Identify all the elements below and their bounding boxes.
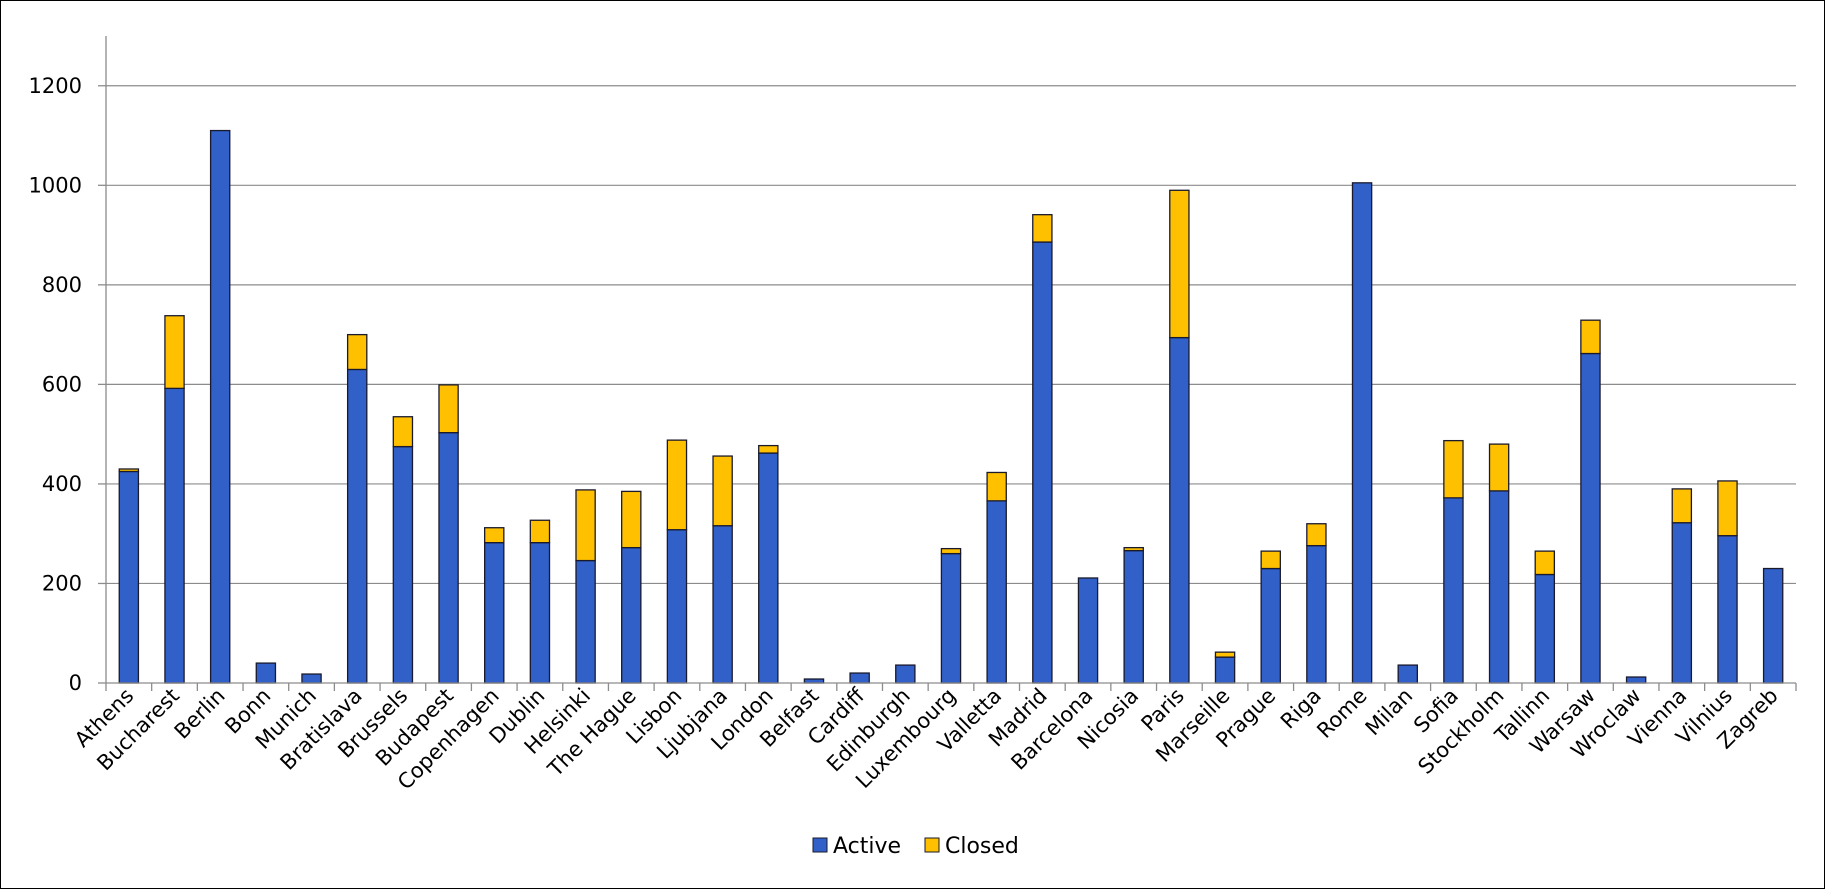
bar-active-paris [1169,336,1190,684]
bar-closed-marseille [1214,651,1236,658]
bar-closed-warsaw [1580,319,1601,355]
bar-closed-lisbon [666,439,688,531]
bar-closed-brussels [392,416,414,448]
y-tick-label: 400 [42,472,82,496]
bar-active-edinburgh [895,664,916,684]
x-tick-label: Milan [1361,684,1418,741]
x-tick-label: Berlin [170,684,230,744]
bar-closed-stockholm [1488,443,1510,492]
bar-closed-the-hague [621,490,642,549]
bar-closed-london [758,444,779,454]
bar-active-stockholm [1488,490,1510,684]
legend-swatch-closed [924,837,940,853]
bar-closed-helsinki [575,489,596,562]
bar-active-rome [1351,182,1373,684]
bar-active-cardiff [849,672,870,684]
y-tick-label: 1200 [29,74,82,98]
bar-active-bratislava [346,368,368,684]
bar-closed-sofia [1443,439,1464,499]
bar-active-london [758,452,779,684]
bar-closed-athens [118,468,140,473]
bar-active-warsaw [1580,352,1601,684]
bar-active-athens [118,470,140,684]
bar-active-valletta [986,500,1007,684]
bar-active-bonn [255,662,277,684]
x-tick-labels: AthensBucharestBerlinBonnMunichBratislav… [70,683,1783,794]
bar-active-sofia [1443,497,1464,684]
bar-active-the-hague [621,546,642,684]
bar-active-ljubjana [712,525,733,684]
bar-active-bucharest [164,387,185,684]
y-tick-labels: 0 200 400 600 800 1000 1200 [29,74,82,695]
legend: Active Closed [812,834,1019,859]
bar-active-riga [1306,544,1327,684]
axes [98,36,1797,691]
bar-closed-madrid [1032,214,1053,243]
bar-closed-dublin [529,519,551,544]
bar-active-lisbon [666,529,688,684]
bar-active-brussels [392,445,414,684]
bar-closed-budapest [438,384,459,434]
bar-active-berlin [209,129,231,684]
bar-active-luxembourg [940,552,962,684]
bar-closed-nicosia [1123,546,1144,552]
y-tick-label: 0 [69,671,82,695]
bar-active-milan [1397,664,1418,684]
bar-closed-paris [1169,189,1190,339]
bar-closed-vienna [1671,488,1693,524]
bar-active-wroclaw [1625,676,1647,684]
bar-closed-ljubjana [712,455,733,527]
bar-active-copenhagen [484,542,505,684]
legend-swatch-active [812,837,828,853]
y-tick-label: 200 [42,571,82,595]
bar-closed-bucharest [164,315,185,390]
bar-active-tallinn [1534,573,1556,684]
bar-closed-vilnius [1717,480,1738,537]
bar-active-munich [301,673,322,684]
bar-active-vilnius [1717,535,1738,684]
bar-active-dublin [529,542,551,684]
bar-active-zagreb [1762,567,1784,684]
bar-active-prague [1260,567,1281,684]
bar-closed-prague [1260,550,1281,570]
bar-closed-bratislava [346,333,368,371]
bar-closed-valletta [986,471,1007,502]
bar-active-madrid [1032,241,1053,684]
bar-active-marseille [1214,656,1236,684]
bar-active-budapest [438,432,459,684]
legend-label-closed: Closed [945,834,1019,859]
bar-closed-luxembourg [940,547,962,555]
bar-active-nicosia [1123,549,1144,684]
y-tick-label: 600 [42,372,82,396]
gridlines [106,85,1796,585]
y-tick-label: 800 [42,273,82,297]
bar-closed-tallinn [1534,550,1556,576]
bar-active-barcelona [1077,577,1099,684]
legend-label-active: Active [833,834,901,859]
bars [118,129,1784,684]
bar-active-helsinki [575,559,596,684]
bar-closed-copenhagen [484,527,505,544]
x-tick-label: Rome [1312,684,1371,743]
bar-active-vienna [1671,522,1693,684]
bar-closed-riga [1306,523,1327,547]
y-tick-label: 1000 [29,173,82,197]
